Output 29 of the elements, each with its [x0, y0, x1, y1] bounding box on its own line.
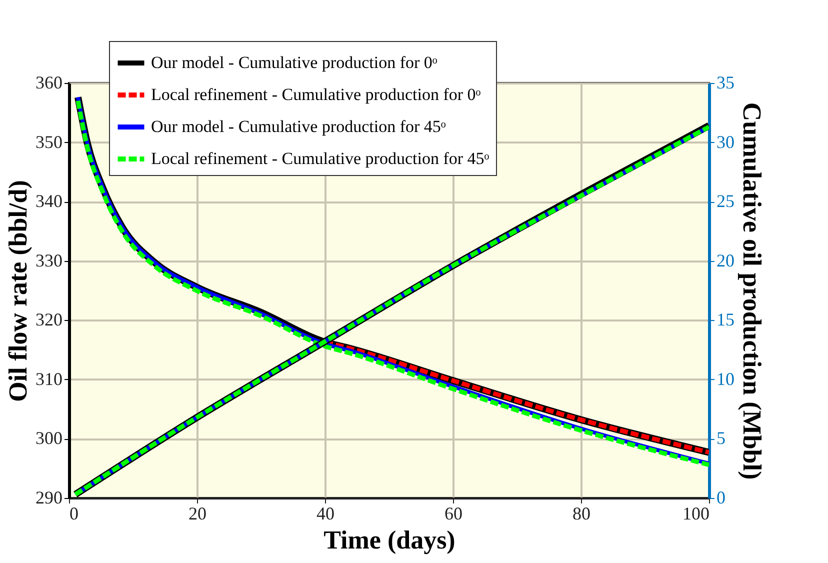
x-tick-label: 40	[316, 504, 334, 524]
y2-tick-label: 30	[716, 132, 734, 152]
x-tick-label: 20	[188, 504, 206, 524]
y-tick-label: 320	[36, 310, 62, 330]
y2-tick-label: 25	[716, 191, 734, 212]
legend-label: Our model - Cumulative production for 0ᵒ	[151, 53, 438, 72]
legend-label: Local refinement - Cumulative production for 0ᵒ	[151, 85, 481, 104]
y2-tick-label: 35	[716, 72, 734, 92]
x-tick-label: 60	[444, 504, 462, 524]
y2-tick-label: 15	[716, 310, 734, 330]
y-axis-title: Oil flow rate (bbl/d)	[4, 180, 32, 402]
x-tick-label: 100	[682, 504, 710, 524]
y2-tick-label: 0	[716, 488, 726, 508]
y2-tick-label: 10	[716, 368, 734, 389]
y-tick-label: 290	[36, 488, 62, 508]
y2-tick-label: 5	[716, 428, 726, 448]
x-tick-label: 0	[70, 504, 78, 524]
x-axis-title: Time (days)	[324, 526, 456, 554]
y-tick-label: 360	[36, 72, 62, 92]
y-tick-label: 350	[36, 132, 62, 152]
y-tick-label: 330	[36, 250, 62, 270]
x-tick-label: 80	[572, 504, 590, 524]
y2-axis-title: Cumulative oil production (Mbbl)	[738, 102, 766, 480]
y-tick-label: 300	[36, 428, 62, 448]
legend-label: Local refinement - Cumulative production for 45ᵒ	[151, 149, 490, 168]
y-tick-label: 310	[36, 368, 62, 389]
y-tick-label: 340	[36, 191, 62, 212]
y2-tick-label: 20	[716, 250, 734, 270]
legend-label: Our model - Cumulative production for 45ᵒ	[151, 117, 446, 136]
